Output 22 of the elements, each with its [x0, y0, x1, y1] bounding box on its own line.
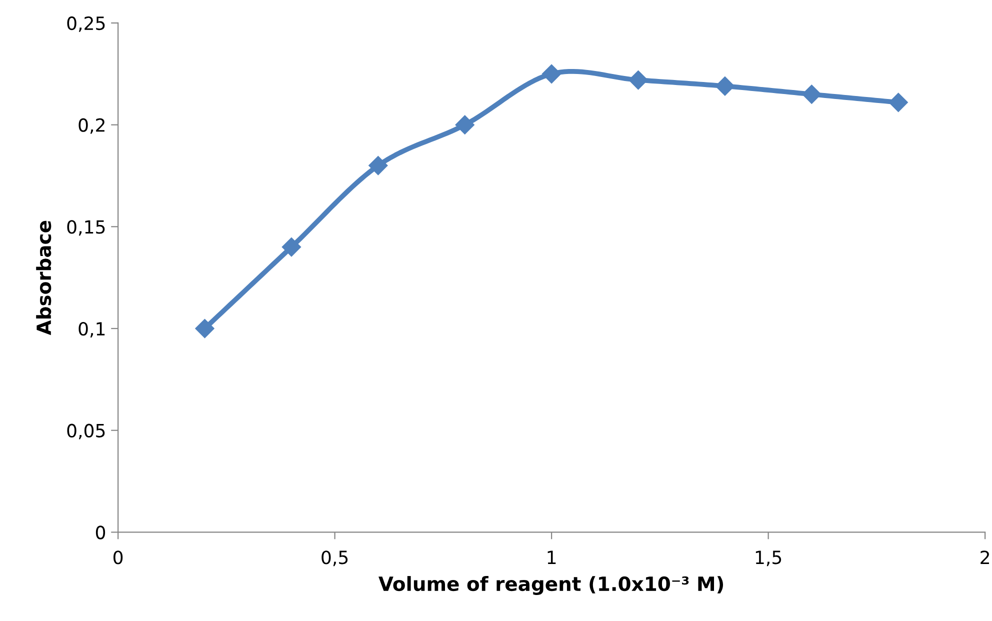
point [802, 84, 822, 104]
point [888, 92, 908, 112]
y-tick-label: 0,2 [78, 118, 104, 134]
y-tick-label: 0,25 [67, 16, 105, 32]
x-tick-label: 1,5 [756, 550, 782, 566]
x-tick-label: 0 [113, 550, 123, 564]
point [368, 156, 388, 176]
point [195, 318, 214, 338]
x-tick-label: 1 [548, 550, 556, 564]
point [628, 70, 648, 90]
point [715, 76, 734, 96]
y-tick-label: 0,1 [78, 322, 105, 338]
point [455, 115, 474, 134]
x-axis-title: Volume of reagent (1.0x10⁻³ M) [378, 576, 724, 596]
y-axis-title: Absorbace [36, 220, 52, 336]
y-tick-label: 0 [96, 526, 106, 540]
x-tick-label: 0,5 [322, 550, 348, 566]
y-tick-label: 0,05 [67, 424, 105, 440]
point [282, 238, 301, 257]
y-tick-label: 0,15 [67, 220, 105, 236]
x-tick-label: 2 [980, 550, 989, 564]
point [542, 64, 562, 84]
